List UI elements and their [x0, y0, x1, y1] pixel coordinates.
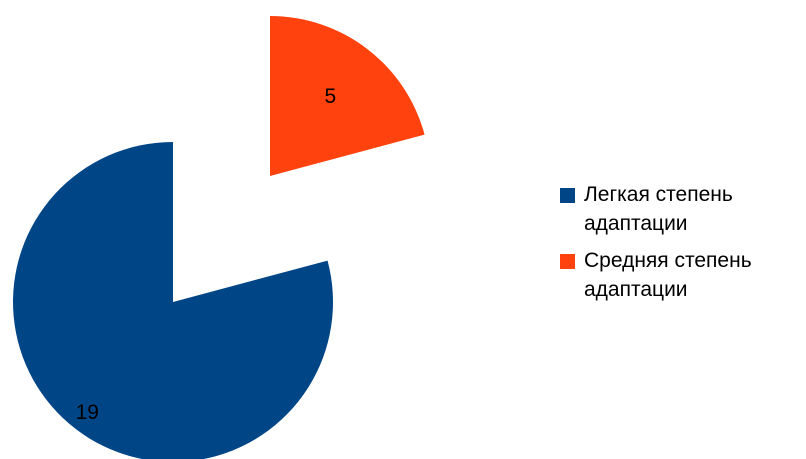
data-label-light-adaptation: 19 [76, 401, 99, 424]
legend-swatch-medium-adaptation [560, 254, 575, 269]
pie-slice-light-adaptation [13, 142, 334, 459]
data-label-medium-adaptation: 5 [325, 85, 337, 108]
pie-slice-medium-adaptation [270, 16, 425, 176]
legend-item-light-adaptation: Легкая степень адаптации [560, 180, 800, 238]
legend: Легкая степень адаптации Средняя степень… [560, 180, 800, 312]
pie-slices [13, 16, 425, 459]
legend-item-medium-adaptation: Средняя степень адаптации [560, 246, 800, 304]
legend-label-light-adaptation: Легкая степень адаптации [584, 183, 733, 235]
pie-data-labels: 5 19 [76, 85, 337, 424]
legend-swatch-light-adaptation [560, 188, 575, 203]
legend-label-medium-adaptation: Средняя степень адаптации [584, 249, 752, 301]
